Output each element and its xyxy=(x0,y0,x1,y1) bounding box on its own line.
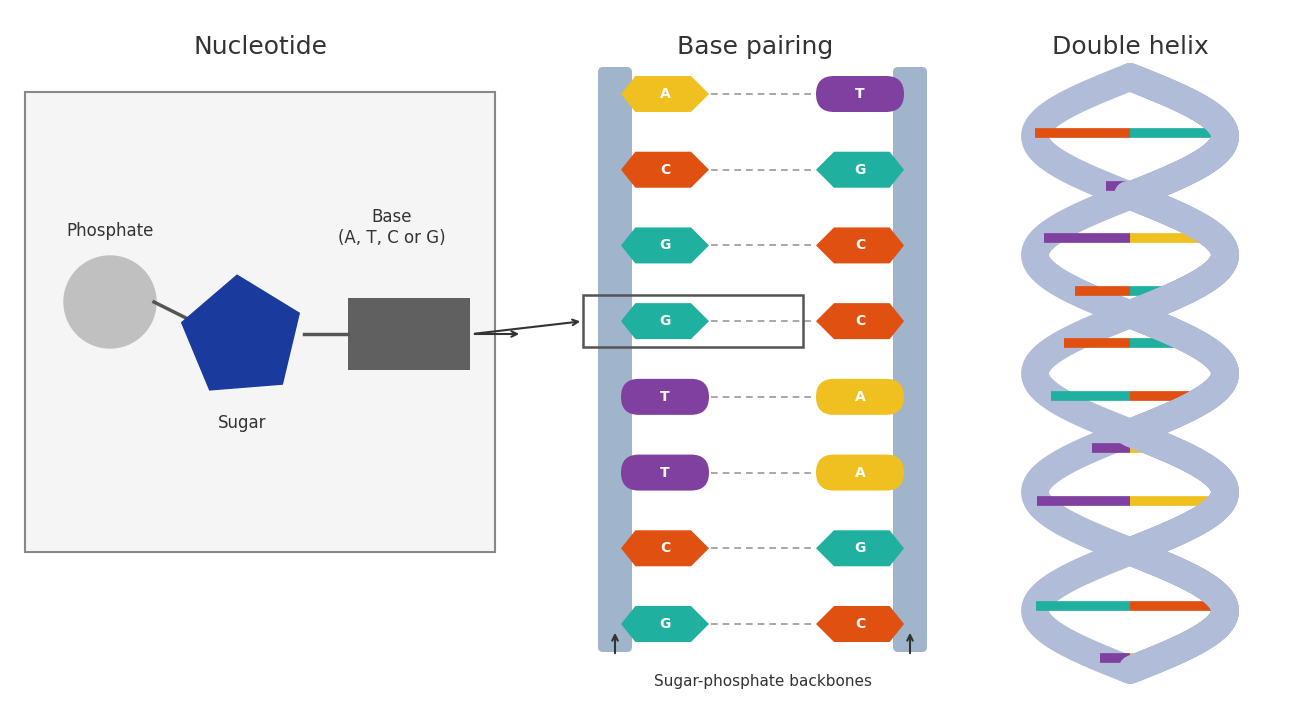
FancyBboxPatch shape xyxy=(894,67,926,652)
Polygon shape xyxy=(816,530,904,567)
Text: G: G xyxy=(854,163,866,177)
Polygon shape xyxy=(816,303,904,339)
Polygon shape xyxy=(816,152,904,187)
Text: G: G xyxy=(854,541,866,555)
Text: Sugar-phosphate backbones: Sugar-phosphate backbones xyxy=(654,675,871,689)
Text: Double helix: Double helix xyxy=(1051,35,1208,59)
FancyBboxPatch shape xyxy=(621,379,709,415)
FancyBboxPatch shape xyxy=(597,67,632,652)
Text: Base
(A, T, C or G): Base (A, T, C or G) xyxy=(338,208,446,247)
Text: C: C xyxy=(855,314,865,328)
Polygon shape xyxy=(621,303,709,339)
Text: A: A xyxy=(854,390,866,404)
Text: A: A xyxy=(659,87,670,101)
Text: C: C xyxy=(659,541,670,555)
FancyBboxPatch shape xyxy=(816,379,904,415)
FancyBboxPatch shape xyxy=(816,455,904,491)
Polygon shape xyxy=(621,227,709,263)
Polygon shape xyxy=(182,275,299,390)
Text: G: G xyxy=(659,617,671,631)
Text: A: A xyxy=(854,465,866,479)
FancyBboxPatch shape xyxy=(347,298,470,370)
Polygon shape xyxy=(621,76,709,112)
Circle shape xyxy=(64,256,157,348)
Text: G: G xyxy=(659,314,671,328)
Polygon shape xyxy=(621,530,709,567)
Polygon shape xyxy=(816,606,904,642)
Text: Phosphate: Phosphate xyxy=(66,222,154,240)
Text: T: T xyxy=(855,87,865,101)
FancyBboxPatch shape xyxy=(816,76,904,112)
Text: G: G xyxy=(659,239,671,253)
Text: T: T xyxy=(661,390,670,404)
Text: T: T xyxy=(661,465,670,479)
FancyBboxPatch shape xyxy=(621,455,709,491)
Text: Sugar: Sugar xyxy=(217,414,266,432)
Text: C: C xyxy=(855,617,865,631)
Text: Base pairing: Base pairing xyxy=(676,35,833,59)
Polygon shape xyxy=(816,227,904,263)
Text: C: C xyxy=(855,239,865,253)
FancyBboxPatch shape xyxy=(25,92,495,552)
Text: Nucleotide: Nucleotide xyxy=(193,35,326,59)
Polygon shape xyxy=(621,606,709,642)
Polygon shape xyxy=(621,152,709,187)
Text: C: C xyxy=(659,163,670,177)
